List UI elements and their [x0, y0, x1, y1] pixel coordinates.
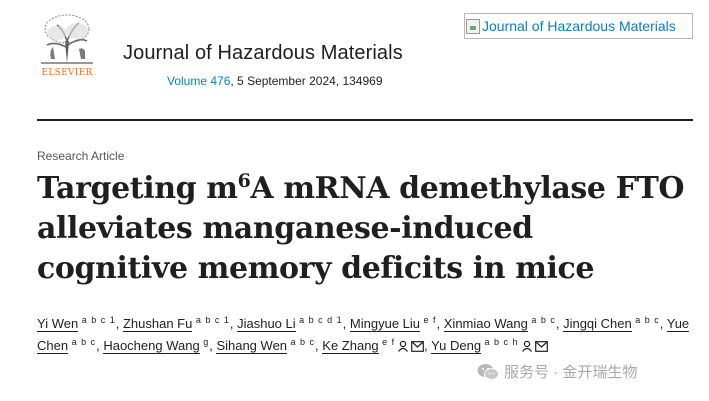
article-type-label: Research Article — [37, 149, 125, 163]
email-icon[interactable] — [534, 337, 548, 359]
author-separator: , — [209, 338, 217, 353]
author-profile-icon[interactable] — [397, 337, 409, 359]
broken-image-icon — [466, 18, 480, 34]
author-affiliations[interactable]: a b c d 1 — [295, 315, 343, 325]
author-affiliations[interactable]: a b c 1 — [78, 315, 116, 325]
author-separator: , — [555, 316, 564, 331]
header-divider — [37, 119, 693, 121]
title-superscript: 6 — [237, 170, 251, 192]
title-part2: A mRNA demethylase FTO alleviates mangan… — [37, 171, 685, 286]
author-name[interactable]: Sihang Wen — [216, 338, 288, 354]
wechat-watermark: 服务号 · 金开瑞生物 — [477, 361, 637, 382]
author-link[interactable]: Yu Deng a b c h — [431, 337, 548, 354]
author-link[interactable]: Sihang Wen a b c — [216, 337, 316, 354]
author-affiliations[interactable]: a b c h — [481, 337, 519, 347]
author-separator: , — [115, 316, 123, 331]
author-affiliations[interactable]: a b c — [68, 337, 97, 347]
author-link[interactable]: Zhushan Fu a b c 1 — [122, 315, 230, 332]
author-affiliations[interactable]: a b c — [631, 315, 660, 325]
email-icon[interactable] — [411, 337, 425, 359]
author-name[interactable]: Ke Zhang — [322, 338, 379, 354]
author-name[interactable]: Xinmiao Wang — [443, 316, 528, 332]
author-separator: , — [342, 316, 350, 331]
author-list: Yi Wen a b c 1, Zhushan Fu a b c 1, Jias… — [37, 313, 697, 359]
author-name[interactable]: Yu Deng — [431, 338, 482, 354]
author-link[interactable]: Mingyue Liu e f — [349, 315, 437, 332]
wechat-icon — [477, 363, 499, 380]
author-name[interactable]: Haocheng Wang — [103, 338, 200, 354]
author-name[interactable]: Jingqi Chen — [563, 316, 632, 332]
journal-title-link[interactable]: Journal of Hazardous Materials — [123, 42, 403, 64]
citation-details: , 5 September 2024, 134969 — [230, 74, 383, 88]
author-name[interactable]: Jiashuo Li — [237, 316, 296, 332]
author-name[interactable]: Mingyue Liu — [349, 316, 421, 332]
author-link[interactable]: Jiashuo Li a b c d 1 — [237, 315, 343, 332]
author-affiliations[interactable]: a b c 1 — [192, 315, 230, 325]
author-affiliations[interactable]: a b c — [287, 337, 316, 347]
volume-link[interactable]: Volume 476 — [167, 74, 231, 88]
author-affiliations[interactable]: e f — [420, 315, 437, 325]
author-link[interactable]: Haocheng Wang g — [103, 337, 210, 354]
author-affiliations[interactable]: g — [199, 337, 210, 347]
author-name[interactable]: Zhushan Fu — [122, 316, 193, 332]
author-profile-icon[interactable] — [521, 337, 533, 359]
author-link[interactable]: Yi Wen a b c 1 — [37, 315, 116, 332]
author-separator: , — [424, 338, 432, 353]
author-link[interactable]: Xinmiao Wang a b c — [443, 315, 556, 332]
author-name[interactable]: Yue Chen — [37, 316, 690, 354]
svg-text:ELSEVIER: ELSEVIER — [41, 68, 92, 78]
author-affiliations[interactable]: e f — [378, 337, 396, 347]
watermark-text: 服务号 · 金开瑞生物 — [504, 364, 638, 381]
author-link[interactable]: Yue Chen a b c — [37, 316, 690, 354]
author-name[interactable]: Yi Wen — [37, 316, 79, 332]
author-separator: , — [436, 316, 444, 331]
title-part1: Targeting m — [37, 171, 238, 206]
journal-cover-image[interactable]: Journal of Hazardous Materials — [464, 13, 693, 39]
author-separator: , — [315, 338, 323, 353]
elsevier-logo[interactable]: ELSEVIER — [37, 11, 97, 79]
author-separator: , — [229, 316, 238, 331]
author-separator: , — [96, 338, 104, 353]
cover-image-alt-text: Journal of Hazardous Materials — [482, 18, 676, 34]
author-link[interactable]: Jingqi Chen a b c — [563, 315, 660, 332]
author-separator: , — [659, 316, 667, 331]
article-title: Targeting m6A mRNA demethylase FTO allev… — [37, 169, 687, 289]
elsevier-tree-icon: ELSEVIER — [39, 13, 95, 78]
author-link[interactable]: Ke Zhang e f — [322, 337, 425, 354]
citation-line: Volume 476, 5 September 2024, 134969 — [167, 74, 383, 88]
author-affiliations[interactable]: a b c — [527, 315, 556, 325]
